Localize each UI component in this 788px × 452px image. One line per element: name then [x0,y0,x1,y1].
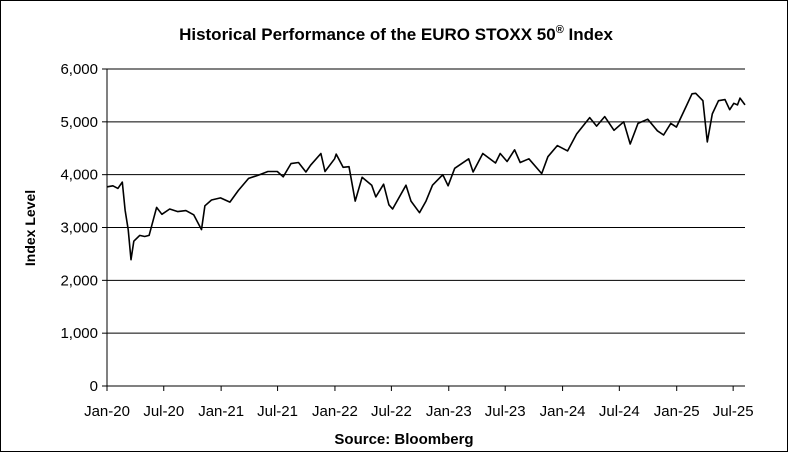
series-line [107,92,746,261]
y-tick-label: 1,000 [60,325,98,342]
chart-title-sup: ® [556,24,564,36]
x-tick-label: Jan-25 [654,403,700,420]
y-tick-label: 2,000 [60,272,98,289]
x-tick-label: Jan-21 [198,403,244,420]
y-tick-label: 3,000 [60,220,98,237]
x-tick-label: Jan-20 [84,403,130,420]
x-tick-label: Jul-20 [143,403,184,420]
source-label: Source: Bloomberg [334,431,473,448]
y-tick-label: 0 [90,378,98,395]
y-tick-labels: 0 1,000 2,000 3,000 4,000 5,000 6,000 [60,61,98,395]
axes [102,68,745,391]
y-axis-label: Index Level [22,190,38,266]
x-tick-label: Jul-25 [713,403,754,420]
x-tick-label: Jul-21 [257,403,298,420]
x-tick-label: Jan-23 [426,403,472,420]
x-tick-label: Jul-22 [371,403,412,420]
x-tick-label: Jan-22 [312,403,358,420]
y-tick-label: 4,000 [60,167,98,184]
chart-title-end: Index [564,25,614,44]
x-tick-labels: Jan-20 Jul-20 Jan-21 Jul-21 Jan-22 Jul-22 Jan-… [84,403,754,420]
x-tick-label: Jul-23 [485,403,526,420]
series-layer [107,92,746,261]
x-tick-label: Jul-24 [599,403,640,420]
x-tick-label: Jan-24 [540,403,586,420]
chart-title: Historical Performance of the EURO STOXX… [179,24,613,44]
chart-title-main: Historical Performance of the EURO STOXX… [179,25,556,44]
y-tick-label: 5,000 [60,114,98,131]
y-tick-label: 6,000 [60,61,98,78]
gridlines [107,68,745,334]
